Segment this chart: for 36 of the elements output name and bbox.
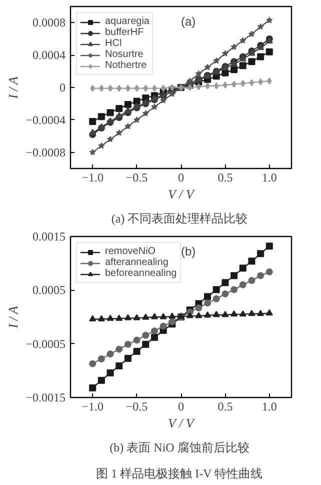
x-tick-label: 1.0 <box>262 170 277 184</box>
text: (b) <box>181 244 196 258</box>
y-tick-label: 0.0015 <box>32 230 66 244</box>
y-tick-label: 0 <box>60 80 66 94</box>
x-axis-title: V / V <box>168 416 196 430</box>
legend-label: bufferHF <box>105 27 144 38</box>
y-tick-label: −0.0008 <box>26 145 66 160</box>
x-tick-label: 0 <box>178 400 184 414</box>
legend-label: beforeannealing <box>105 268 177 279</box>
x-tick-label: −1.0 <box>82 400 104 414</box>
x-tick-label: 0.5 <box>218 170 233 184</box>
y-tick-label: 0.0004 <box>32 48 66 62</box>
x-tick-label: 0 <box>178 170 184 184</box>
caption: 图 1 样品电极接触 I-V 特性曲线 <box>96 466 263 480</box>
legend-label: Nosurtre <box>105 49 144 60</box>
y-tick-label: −0.0005 <box>26 336 66 351</box>
x-tick-label: 0.5 <box>218 400 233 414</box>
text: (b) 表面 NiO 腐蚀前后比较 <box>110 440 250 454</box>
x-tick-label: −1.0 <box>82 170 104 184</box>
x-tick-label: −0.5 <box>126 170 148 184</box>
text: (a) 不同表面处理样品比较 <box>111 212 248 226</box>
y-tick-label: −0.0004 <box>26 112 66 127</box>
y-tick-label: 0.0008 <box>32 16 66 30</box>
x-tick-label: −0.5 <box>126 400 148 414</box>
x-tick-label: 1.0 <box>262 400 277 414</box>
y-tick-label: −0.0015 <box>26 390 66 404</box>
x-axis-title: V / V <box>168 186 196 202</box>
y-tick-label: 0.0005 <box>32 283 66 298</box>
legend-label: HCl <box>105 38 123 49</box>
legend-label: aquaregia <box>105 16 150 27</box>
y-axis-title: I / A <box>6 76 21 100</box>
text: (a) <box>181 14 196 28</box>
y-axis-title: I / A <box>6 306 21 330</box>
legend-label: removeNiO <box>105 246 156 257</box>
legend-label: Nothertre <box>105 60 147 71</box>
legend-label: afterannealing <box>105 257 168 268</box>
